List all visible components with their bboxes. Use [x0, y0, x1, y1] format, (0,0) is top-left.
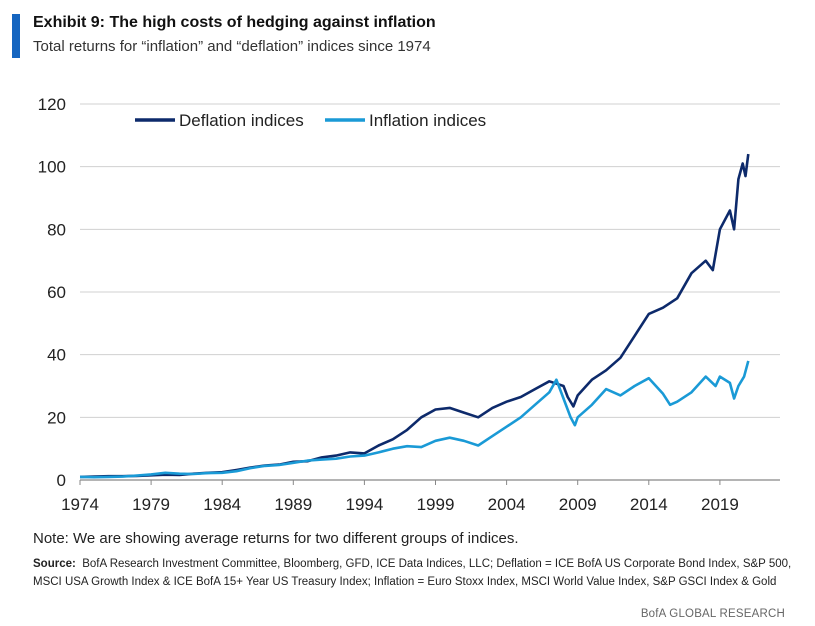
- accent-bar: [12, 14, 20, 58]
- y-tick-label: 20: [47, 408, 66, 427]
- line-chart: 0 20 40 60 80 100 120 1974 1979 1984 1989 1994 1999 2…: [38, 95, 780, 514]
- source-label: Source:: [33, 558, 76, 570]
- series-line-inflation: [79, 360, 750, 479]
- x-tick-label: 1994: [345, 495, 383, 514]
- research-credit: BofA GLOBAL RESEARCH: [640, 608, 785, 620]
- y-tick-label: 80: [47, 220, 66, 239]
- legend-label: Deflation indices: [179, 111, 304, 130]
- y-tick-label: 0: [57, 471, 66, 490]
- x-tick-label: 1989: [274, 495, 312, 514]
- x-tick-label: 1974: [61, 495, 99, 514]
- x-tick-label: 2009: [559, 495, 597, 514]
- source-body: BofA Research Investment Committee, Bloo…: [33, 558, 792, 588]
- x-tick-label: 1984: [203, 495, 241, 514]
- y-tick-label: 120: [38, 95, 66, 114]
- source-text: Source: BofA Research Investment Committ…: [33, 555, 793, 591]
- series-line-deflation: [79, 153, 750, 479]
- exhibit-title: Exhibit 9: The high costs of hedging aga…: [33, 14, 436, 31]
- y-tick-label: 100: [38, 158, 66, 177]
- x-tick-label: 1979: [132, 495, 170, 514]
- exhibit-subtitle: Total returns for “inflation” and “defla…: [33, 38, 431, 55]
- x-tick-label: 2014: [630, 495, 668, 514]
- legend-label: Inflation indices: [369, 111, 486, 130]
- x-tick-label: 2019: [701, 495, 739, 514]
- x-tick-label: 2004: [488, 495, 526, 514]
- y-tick-label: 40: [47, 346, 66, 365]
- y-tick-label: 60: [47, 283, 66, 302]
- x-tick-label: 1999: [417, 495, 455, 514]
- chart-note: Note: We are showing average returns for…: [33, 530, 519, 547]
